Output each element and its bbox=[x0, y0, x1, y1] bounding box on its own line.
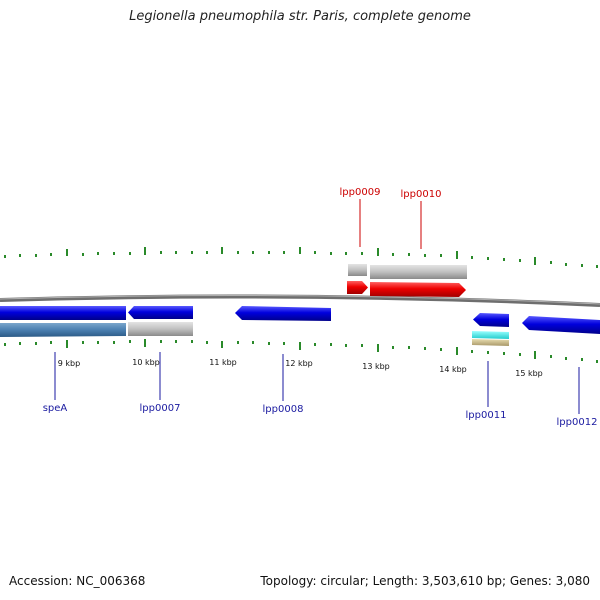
tick-label-14kbp: 14 kbp bbox=[439, 365, 467, 374]
cds-arrow-speA bbox=[0, 306, 126, 320]
gene-label-lpp0007: lpp0007 bbox=[140, 403, 181, 414]
gene-feature-lpp0010 bbox=[370, 265, 467, 279]
gene-feature-lpp0011-tan bbox=[472, 339, 509, 346]
cds-arrow-lpp0012 bbox=[522, 316, 600, 334]
cds-arrow-lpp0008 bbox=[235, 306, 331, 321]
reverse-features bbox=[0, 306, 600, 346]
reverse-gene-labels: speA lpp0007 lpp0008 lpp0011 lpp0012 bbox=[43, 352, 598, 428]
tick-label-10kbp: 10 kbp bbox=[132, 358, 160, 367]
tick-label-15kbp: 15 kbp bbox=[515, 369, 543, 378]
gene-label-lpp0010: lpp0010 bbox=[401, 189, 442, 200]
tick-label-13kbp: 13 kbp bbox=[362, 362, 390, 371]
gene-label-lpp0008: lpp0008 bbox=[263, 404, 304, 415]
map-title: Legionella pneumophila str. Paris, compl… bbox=[129, 9, 471, 24]
gene-label-lpp0012: lpp0012 bbox=[557, 417, 598, 428]
tick-label-9kbp: 9 kbp bbox=[58, 359, 80, 368]
gene-feature-lpp0011-cyan bbox=[472, 331, 509, 339]
genome-summary-text: Topology: circular; Length: 3,503,610 bp… bbox=[260, 574, 590, 588]
cds-arrow-lpp0011 bbox=[473, 313, 509, 327]
scale-labels: 9 kbp 10 kbp 11 kbp 12 kbp 13 kbp 14 kbp… bbox=[58, 358, 543, 378]
cds-arrow-lpp0007 bbox=[128, 306, 193, 319]
tick-label-12kbp: 12 kbp bbox=[285, 359, 313, 368]
gene-feature-lpp0009 bbox=[348, 264, 367, 276]
accession-text: Accession: NC_006368 bbox=[9, 574, 146, 588]
gene-feature-speA bbox=[0, 323, 126, 337]
outer-tick-marks bbox=[4, 247, 598, 268]
gene-label-lpp0011: lpp0011 bbox=[466, 410, 507, 421]
cds-arrow-lpp0009 bbox=[347, 281, 368, 294]
inner-tick-marks bbox=[4, 339, 598, 363]
forward-features bbox=[347, 264, 467, 297]
gene-feature-lpp0007 bbox=[128, 322, 193, 336]
forward-gene-labels: lpp0009 lpp0010 bbox=[340, 187, 442, 249]
cds-arrow-lpp0010 bbox=[370, 282, 466, 297]
gene-label-lpp0009: lpp0009 bbox=[340, 187, 381, 198]
gene-label-speA: speA bbox=[43, 403, 68, 414]
tick-label-11kbp: 11 kbp bbox=[209, 358, 237, 367]
genome-backbone bbox=[0, 294, 600, 307]
